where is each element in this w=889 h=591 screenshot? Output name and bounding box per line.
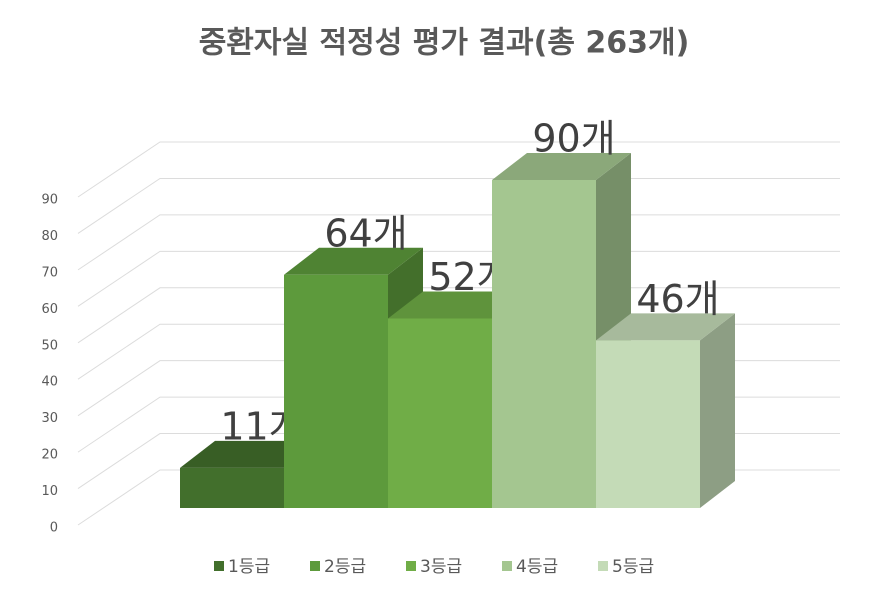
bar-top [492, 153, 631, 180]
y-tick-label: 80 [41, 229, 58, 244]
y-tick-label: 50 [41, 338, 58, 353]
legend-label: 1등급 [228, 557, 270, 577]
legend-swatch [214, 561, 224, 571]
legend-swatch [310, 561, 320, 571]
legend-swatch [502, 561, 512, 571]
bar-side [700, 313, 735, 508]
y-tick-label: 30 [41, 411, 58, 426]
legend-swatch [406, 561, 416, 571]
y-tick-label: 0 [50, 521, 58, 536]
bar-top [596, 313, 735, 341]
bar [180, 467, 284, 508]
bar [284, 274, 388, 508]
value-label: 46개 [636, 277, 719, 321]
legend-swatch [598, 561, 608, 571]
value-label: 90개 [532, 117, 615, 161]
chart-title: 중환자실 적정성 평가 결과(총 263개) [199, 26, 690, 61]
y-tick-label: 90 [41, 193, 58, 208]
bar [388, 318, 492, 508]
legend-label: 3등급 [420, 557, 462, 577]
legend-label: 5등급 [612, 557, 654, 577]
y-tick-label: 10 [41, 484, 58, 499]
legend-label: 4등급 [516, 557, 558, 577]
y-tick-label: 20 [41, 448, 58, 463]
grid-line [77, 177, 840, 234]
value-label: 64개 [324, 211, 407, 255]
bar-top [284, 247, 423, 275]
grid-line [77, 141, 840, 198]
y-tick-label: 70 [41, 265, 58, 280]
bar [596, 340, 700, 508]
y-tick-label: 40 [41, 375, 58, 390]
legend-label: 2등급 [324, 557, 366, 577]
y-tick-label: 60 [41, 302, 58, 317]
bar [492, 180, 596, 508]
